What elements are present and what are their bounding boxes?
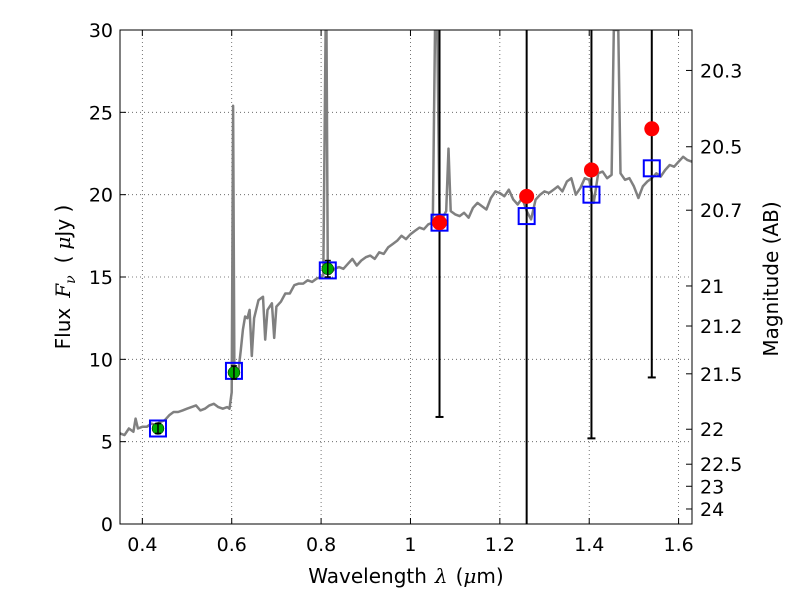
x-tick-label: 1 <box>404 534 416 556</box>
x-tick-label: 1.6 <box>663 534 693 556</box>
x-tick-label: 0.4 <box>127 534 157 556</box>
x-tick-label: 0.6 <box>217 534 247 556</box>
y-axis-label: FluxFν(μJy ) <box>51 205 79 350</box>
magnitude-tick-label: 23 <box>700 476 724 498</box>
x-tick-label: 1.2 <box>485 534 515 556</box>
magnitude-tick-label: 21 <box>700 276 724 298</box>
y-tick-label: 25 <box>89 102 113 124</box>
model-photometry-square <box>148 419 167 438</box>
y-tick-label: 20 <box>89 185 113 207</box>
y-tick-label: 30 <box>89 20 113 42</box>
model-photometry-square <box>430 213 449 232</box>
y-tick-label: 10 <box>89 349 113 371</box>
model-photometry-square <box>582 185 601 204</box>
grid <box>120 29 692 525</box>
plot-frame <box>119 29 693 525</box>
y-tick-label: 15 <box>89 267 113 289</box>
magnitude-tick-label: 21.5 <box>700 364 742 386</box>
y-tick-label: 0 <box>101 514 113 536</box>
magnitude-tick-label: 22.5 <box>700 454 742 476</box>
red-photometry-point <box>583 162 599 178</box>
red-photometry-point <box>519 188 535 204</box>
magnitude-tick-label: 20.3 <box>700 60 742 82</box>
x-axis-label: Wavelength λ (μm) <box>308 564 503 588</box>
data-area <box>120 30 692 524</box>
magnitude-tick-label: 20.7 <box>700 200 742 222</box>
magnitude-axis-label: Magnitude (AB) <box>759 201 783 356</box>
magnitude-tick-label: 20.5 <box>700 137 742 159</box>
x-tick-label: 1.4 <box>574 534 604 556</box>
model-photometry-square <box>642 159 661 178</box>
model-photometry-square <box>517 207 536 226</box>
red-photometry-point <box>432 215 448 231</box>
axis-ticks: 0.4 0.6 0.8 1 1.2 1.4 1.6 0 5 10 15 20 25 30 20.3 20.5 2… <box>89 20 743 556</box>
y-tick-label: 5 <box>101 432 113 454</box>
magnitude-tick-label: 21.2 <box>700 316 742 338</box>
spectrum-line <box>120 30 692 437</box>
red-photometry-point <box>644 121 660 137</box>
magnitude-tick-label: 24 <box>700 499 724 521</box>
magnitude-tick-label: 22 <box>700 419 724 441</box>
x-tick-label: 0.8 <box>306 534 336 556</box>
